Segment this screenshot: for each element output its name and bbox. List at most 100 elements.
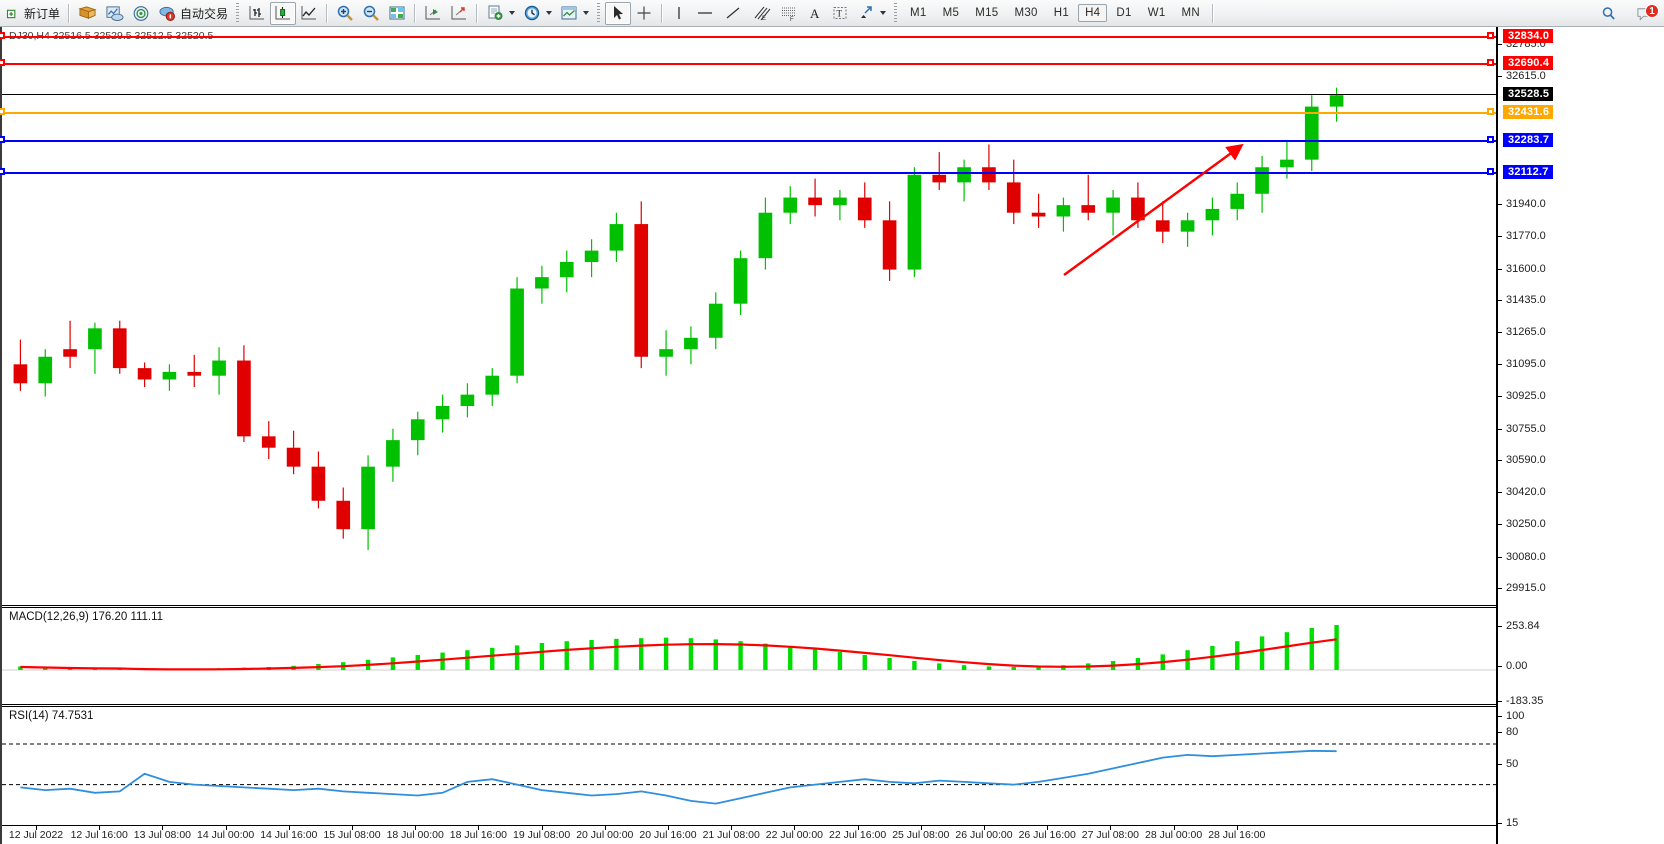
date-axis-label: 13 Jul 08:00 [133, 829, 191, 841]
date-axis-tick [1236, 826, 1238, 830]
notification-badge: 1 [1645, 4, 1659, 18]
auto-trading-button[interactable]: 自动交易 [154, 2, 232, 25]
chevron-down-icon[interactable] [880, 11, 887, 15]
timeframe-d1[interactable]: D1 [1116, 7, 1132, 19]
svg-text:F: F [790, 17, 794, 22]
new-order-button[interactable]: 新订单 [2, 2, 64, 25]
fibonacci-button[interactable]: F [775, 2, 803, 25]
toolbar-grip-3[interactable] [893, 3, 900, 23]
line-chart-icon [301, 6, 317, 20]
price-level-handle[interactable] [1487, 31, 1494, 39]
toolbar-separator-3 [414, 3, 417, 23]
rsi-axis-tick: 80 [1498, 726, 1518, 738]
date-axis-tick [731, 826, 733, 830]
chevron-down-icon[interactable] [509, 11, 516, 15]
price-level-tag-current-price: 32528.5 [1503, 86, 1554, 101]
price-level-handle[interactable] [0, 107, 5, 115]
price-tick: 31265.0 [1498, 326, 1546, 338]
price-level-handle[interactable] [1487, 107, 1494, 115]
toolbar-right-group: 1 [1596, 0, 1659, 27]
price-level-handle[interactable] [1487, 168, 1494, 176]
timeframe-w1[interactable]: W1 [1147, 7, 1166, 19]
new-chart-icon [488, 5, 503, 20]
horizontal-line-button[interactable] [691, 2, 719, 25]
data-window-button[interactable] [384, 2, 410, 25]
timeframe-mn[interactable]: MN [1181, 7, 1201, 19]
svg-text:T: T [837, 9, 843, 19]
chevron-down-icon[interactable] [546, 11, 553, 15]
price-level-line-current-price[interactable] [2, 93, 1498, 95]
price-level-tag-support: 32112.7 [1503, 165, 1553, 180]
equidistant-channel-button[interactable]: E [747, 2, 775, 25]
price-level-handle[interactable] [1487, 58, 1494, 66]
price-tick: 29915.0 [1498, 582, 1546, 594]
date-axis-label: 26 Jul 16:00 [1018, 829, 1076, 841]
objects-list-button[interactable] [853, 2, 890, 25]
chart-shift-button[interactable] [420, 2, 446, 25]
templates-button[interactable] [556, 2, 593, 25]
price-level-handle[interactable] [0, 168, 5, 176]
folder-button[interactable] [74, 2, 101, 25]
price-level-handle[interactable] [1487, 136, 1494, 143]
timeframe-m15[interactable]: M15 [975, 7, 999, 19]
timeframe-m30[interactable]: M30 [1014, 7, 1038, 19]
timeframe-m5[interactable]: M5 [942, 7, 960, 19]
trendline-button[interactable] [719, 2, 747, 25]
price-tick: 31600.0 [1498, 263, 1546, 275]
candlestick-chart-button[interactable] [270, 1, 297, 25]
zoom-in-button[interactable] [332, 2, 358, 25]
text-tool-button[interactable]: A [803, 2, 827, 25]
price-level-handle[interactable] [0, 136, 5, 143]
crosshair-tool-button[interactable] [631, 2, 657, 25]
navigator-button[interactable] [128, 2, 154, 25]
date-axis-label: 14 Jul 00:00 [196, 829, 255, 841]
timeframe-h4[interactable]: H4 [1078, 4, 1108, 22]
date-axis: 12 Jul 2022 12 Jul 16:00 13 Jul 08:00 14 Ju… [2, 825, 1498, 844]
price-level-line-support[interactable] [2, 172, 1498, 175]
price-tick: 31095.0 [1498, 358, 1546, 370]
date-axis-tick [352, 826, 353, 830]
timeframe-m1[interactable]: M1 [910, 7, 927, 19]
text-label-button[interactable]: T [827, 2, 853, 25]
period-button[interactable] [519, 2, 556, 25]
rsi-panel-separator [2, 704, 1498, 707]
search-icon [1602, 7, 1615, 20]
messages-button[interactable]: 1 [1631, 2, 1659, 25]
trendline-icon [726, 7, 740, 19]
date-axis-tick [920, 826, 922, 830]
vertical-line-button[interactable] [667, 2, 691, 25]
price-level-line-resistance[interactable] [2, 35, 1498, 38]
timeframe-h1[interactable]: H1 [1053, 7, 1070, 19]
trend-arrow[interactable] [1052, 137, 1312, 317]
price-level-line-support[interactable] [2, 140, 1498, 142]
chevron-down-icon[interactable] [583, 11, 590, 15]
price-level-line-pivot[interactable] [2, 111, 1498, 114]
search-button[interactable] [1596, 2, 1621, 25]
terminal-button[interactable] [101, 2, 128, 25]
chart-area[interactable]: DJ30,H4 32516.5 32529.5 32512.5 32520.5 … [0, 27, 1664, 844]
macd-panel-separator [2, 605, 1498, 608]
price-level-line-resistance[interactable] [2, 62, 1498, 65]
date-axis-label: 28 Jul 00:00 [1144, 829, 1203, 841]
date-axis-tick [794, 826, 796, 830]
rsi-series [2, 743, 1498, 805]
toolbar-grip-2[interactable] [596, 3, 603, 23]
cursor-tool-button[interactable] [605, 1, 632, 25]
price-plot[interactable]: DJ30,H4 32516.5 32529.5 32512.5 32520.5 … [0, 27, 1498, 844]
price-axis[interactable]: 32785.0 32615.0 31940.0 31770.0 31600.0 31435… [1496, 27, 1664, 844]
date-axis-tick [541, 826, 543, 830]
new-chart-button[interactable] [482, 2, 519, 25]
date-axis-tick [478, 826, 480, 830]
bar-chart-button[interactable] [244, 2, 270, 25]
price-level-handle[interactable] [0, 58, 5, 66]
text-label-icon: T [833, 7, 847, 19]
line-chart-button[interactable] [296, 2, 322, 25]
terminal-icon [106, 5, 124, 21]
price-level-tag-resistance: 32834.0 [1503, 28, 1554, 43]
auto-scroll-button[interactable] [446, 2, 472, 25]
toolbar-grip[interactable] [235, 3, 242, 23]
date-axis-tick [225, 826, 227, 830]
date-axis-tick [984, 826, 985, 830]
zoom-out-button[interactable] [358, 2, 384, 25]
price-level-handle[interactable] [0, 31, 5, 39]
